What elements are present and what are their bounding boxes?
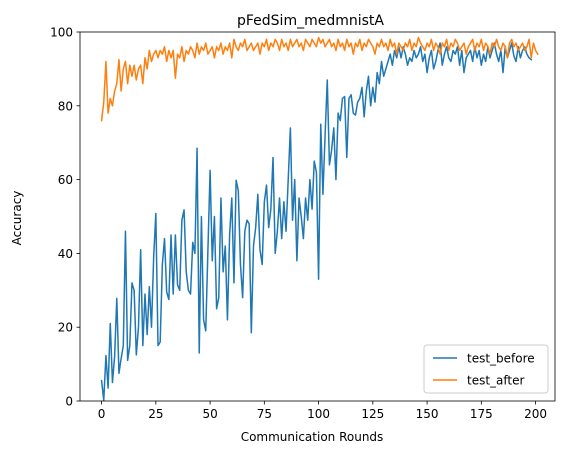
chart-title: pFedSim_medmnistA: [237, 13, 384, 29]
x-tick-label: 175: [470, 407, 493, 421]
axes: [79, 31, 556, 402]
legend-box: [423, 344, 549, 394]
series-line-test-after: [100, 36, 539, 122]
x-tick-label: 125: [361, 407, 384, 421]
legend-label: test_after: [467, 374, 525, 388]
legend-label: test_before: [467, 352, 535, 366]
legend: test_before test_after: [423, 344, 549, 394]
x-tick-label: 0: [98, 407, 106, 421]
x-tick-label: 100: [307, 407, 330, 421]
series-lines: [100, 36, 539, 401]
y-tick-label: 80: [58, 99, 73, 113]
x-tick-label: 75: [257, 407, 272, 421]
y-tick-label: 40: [58, 247, 73, 261]
y-tick-label: 0: [65, 395, 73, 409]
x-tick-label: 200: [524, 407, 547, 421]
x-tick-label: 25: [148, 407, 163, 421]
x-axis-label: Communication Rounds: [241, 430, 384, 444]
y-tick-label: 100: [50, 26, 73, 40]
series-line-test-before: [100, 42, 533, 401]
x-tick-label: 150: [416, 407, 439, 421]
plot-frame: [79, 31, 556, 402]
x-tick-label: 50: [202, 407, 217, 421]
y-tick-label: 60: [58, 173, 73, 187]
y-axis-label: Accuracy: [10, 191, 24, 246]
tick-marks: 0 25 50 75 100 125 150 175 200 0 20 40 60 80 100: [50, 26, 547, 422]
y-tick-label: 20: [58, 321, 73, 335]
